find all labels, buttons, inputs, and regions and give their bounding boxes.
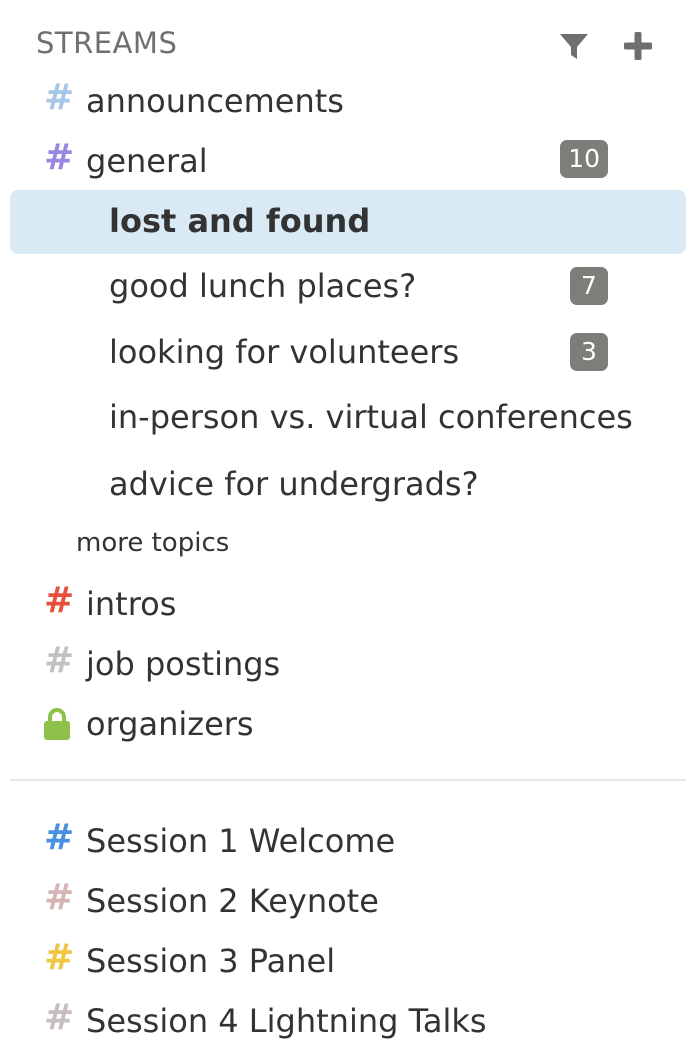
stream-name: Session 2 Keynote <box>86 882 379 920</box>
topic-name: lost and found <box>109 202 371 240</box>
topic-name: looking for volunteers <box>109 333 460 371</box>
hash-icon: # <box>44 77 75 118</box>
topic-item-good-lunch-places[interactable]: good lunch places? 7 <box>10 255 686 319</box>
unread-count-badge: 10 <box>560 140 608 178</box>
stream-item-intros[interactable]: # intros <box>10 573 686 633</box>
topic-name: good lunch places? <box>109 267 417 305</box>
hash-icon: # <box>44 580 75 621</box>
stream-name: intros <box>86 585 177 623</box>
unread-count-badge: 7 <box>570 267 608 305</box>
stream-name: announcements <box>86 82 344 120</box>
stream-item-session-3[interactable]: # Session 3 Panel <box>10 930 686 990</box>
stream-item-general[interactable]: # general 10 <box>10 130 686 190</box>
streams-header-title: STREAMS <box>36 26 178 60</box>
stream-item-session-4[interactable]: # Session 4 Lightning Talks <box>10 990 686 1050</box>
stream-name: job postings <box>86 645 281 683</box>
unread-count-badge: 3 <box>570 333 608 371</box>
topic-item-lost-and-found[interactable]: lost and found <box>10 190 686 254</box>
stream-item-session-1[interactable]: # Session 1 Welcome <box>10 810 686 870</box>
topic-item-in-person-vs-virtual[interactable]: in-person vs. virtual conferences <box>10 386 686 450</box>
hash-icon: # <box>44 877 75 918</box>
hash-icon: # <box>44 640 75 681</box>
stream-item-announcements[interactable]: # announcements <box>10 70 686 130</box>
stream-name: Session 4 Lightning Talks <box>86 1002 487 1040</box>
streams-header: STREAMS <box>36 22 662 66</box>
topic-item-looking-for-volunteers[interactable]: looking for volunteers 3 <box>10 321 686 385</box>
more-topics-link[interactable]: more topics <box>76 528 230 558</box>
hash-icon: # <box>44 937 75 978</box>
stream-name: organizers <box>86 705 254 743</box>
hash-icon: # <box>44 137 75 178</box>
section-divider <box>10 779 686 781</box>
stream-name: Session 1 Welcome <box>86 822 396 860</box>
stream-item-session-2[interactable]: # Session 2 Keynote <box>10 870 686 930</box>
hash-icon: # <box>44 817 75 858</box>
topic-name: in-person vs. virtual conferences <box>109 398 633 436</box>
topic-name: advice for undergrads? <box>109 465 479 503</box>
topic-item-advice-for-undergrads[interactable]: advice for undergrads? <box>10 453 686 517</box>
hash-icon: # <box>44 997 75 1038</box>
plus-icon[interactable] <box>622 30 654 62</box>
stream-item-job-postings[interactable]: # job postings <box>10 633 686 693</box>
filter-icon[interactable] <box>558 30 590 62</box>
stream-name: Session 3 Panel <box>86 942 336 980</box>
stream-item-organizers[interactable]: organizers <box>10 693 686 753</box>
stream-name: general <box>86 142 208 180</box>
lock-icon <box>44 708 70 740</box>
